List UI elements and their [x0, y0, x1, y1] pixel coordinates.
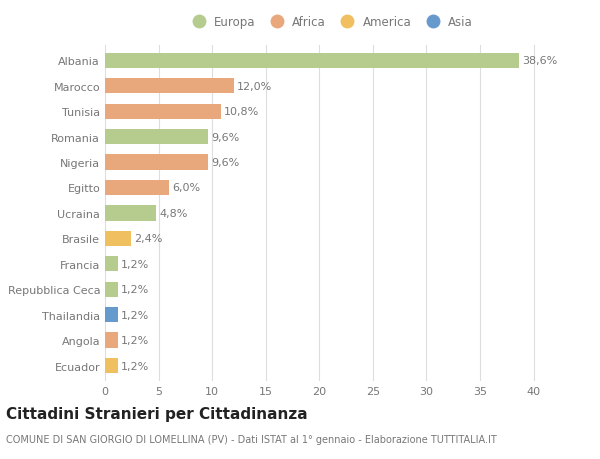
Text: 1,2%: 1,2% — [121, 285, 149, 295]
Text: 12,0%: 12,0% — [237, 82, 272, 91]
Bar — [105, 206, 157, 221]
Text: 1,2%: 1,2% — [121, 336, 149, 345]
Bar — [105, 358, 118, 373]
Bar — [105, 257, 118, 272]
Text: 1,2%: 1,2% — [121, 361, 149, 371]
Text: 38,6%: 38,6% — [522, 56, 557, 66]
Text: COMUNE DI SAN GIORGIO DI LOMELLINA (PV) - Dati ISTAT al 1° gennaio - Elaborazion: COMUNE DI SAN GIORGIO DI LOMELLINA (PV) … — [6, 434, 497, 444]
Bar — [105, 79, 233, 94]
Bar — [105, 129, 208, 145]
Text: 10,8%: 10,8% — [224, 107, 259, 117]
Text: 9,6%: 9,6% — [211, 158, 239, 168]
Bar — [105, 180, 169, 196]
Text: 9,6%: 9,6% — [211, 132, 239, 142]
Bar — [105, 308, 118, 323]
Bar — [105, 282, 118, 297]
Text: 1,2%: 1,2% — [121, 310, 149, 320]
Bar — [105, 54, 518, 69]
Bar — [105, 333, 118, 348]
Text: Cittadini Stranieri per Cittadinanza: Cittadini Stranieri per Cittadinanza — [6, 406, 308, 421]
Text: 6,0%: 6,0% — [173, 183, 200, 193]
Bar — [105, 104, 221, 119]
Legend: Europa, Africa, America, Asia: Europa, Africa, America, Asia — [182, 11, 478, 34]
Bar — [105, 155, 208, 170]
Text: 1,2%: 1,2% — [121, 259, 149, 269]
Bar — [105, 231, 131, 246]
Text: 2,4%: 2,4% — [134, 234, 163, 244]
Text: 4,8%: 4,8% — [160, 208, 188, 218]
